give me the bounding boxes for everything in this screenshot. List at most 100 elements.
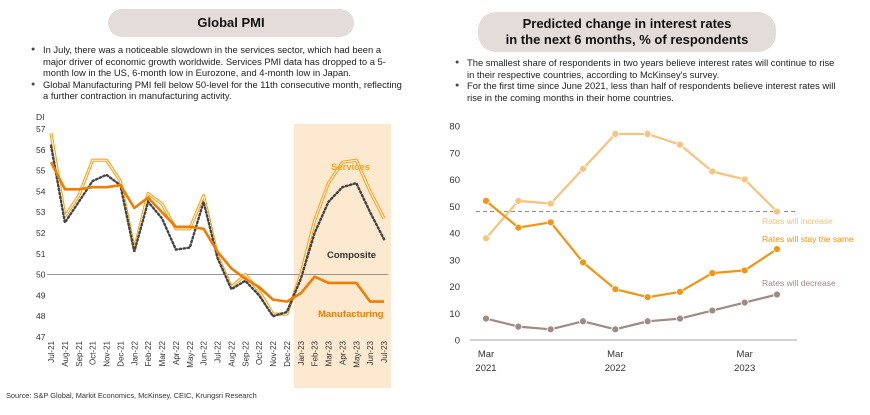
label-stay-same: Rates will stay the same: [762, 234, 854, 244]
x-tick-label: Jul-23: [380, 340, 389, 362]
series-composite-line: [49, 144, 386, 318]
x-tick-label: Jan-23: [297, 340, 306, 365]
pmi-chart: DI 47 48 49 50 51 52 53 54 55 56 57 Jul-21 Aug-21 Sep-…: [36, 112, 391, 388]
x-tick-label: Feb-23: [311, 340, 320, 366]
series-decrease-point: [773, 290, 781, 299]
right-title-line-1: Predicted change in interest rates: [522, 16, 732, 31]
label-composite: Composite: [327, 250, 376, 261]
series-increase-line: [485, 132, 778, 240]
x-tick-label: Oct-21: [89, 340, 98, 365]
right-notes: The smallest share of respondents in two…: [454, 57, 844, 103]
y-tick-label: 47: [36, 332, 46, 342]
x-tick-label: Aug-21: [61, 340, 70, 366]
x-tick-label: Jul-21: [47, 340, 56, 362]
left-chart-title: Global PMI: [108, 9, 354, 37]
y-tick-label: 54: [36, 186, 46, 196]
x-tick-label: Sep-21: [75, 340, 84, 366]
x-tick-label-year: 2023: [734, 363, 755, 374]
series-increase-point: [773, 207, 781, 216]
y-tick-label: 30: [449, 255, 460, 266]
series-stay-same-point: [708, 269, 717, 278]
series-decrease-point: [546, 325, 555, 334]
x-tick-label: Jul-22: [214, 340, 223, 362]
series-stay-same-point: [643, 293, 652, 302]
series-decrease-line: [485, 293, 778, 331]
x-tick-label: Mar-22: [158, 340, 167, 366]
series-stay-same-point: [546, 218, 555, 227]
right-note-2: For the first time since June 2021, less…: [454, 80, 844, 103]
right-chart-title: Predicted change in interest rates in th…: [478, 12, 776, 52]
x-tick-label: May-23: [352, 340, 361, 367]
series-increase-point: [579, 164, 587, 173]
y-tick-label: 20: [449, 282, 460, 293]
series-decrease-point: [643, 317, 652, 326]
source-note: Source: S&P Global, Markit Economics, Mc…: [6, 391, 257, 400]
x-tick-label: Dec-22: [283, 340, 292, 366]
y-tick-label: 52: [36, 228, 46, 238]
right-note-1: The smallest share of respondents in two…: [454, 57, 844, 80]
x-tick-label: Nov-21: [103, 340, 112, 366]
series-stay-same-point: [611, 285, 620, 294]
series-stay-same-point: [579, 258, 587, 267]
x-tick-label: Aug-22: [227, 340, 236, 366]
x-tick-label-month: Mar: [736, 349, 752, 360]
left-notes: In July, there was a noticeable slowdown…: [30, 44, 402, 102]
left-note-1: In July, there was a noticeable slowdown…: [30, 44, 402, 79]
x-tick-label: Mar-23: [325, 340, 334, 366]
x-tick-label: Apr-23: [338, 340, 347, 365]
label-services: Services: [331, 162, 370, 173]
x-tick-label: Nov-22: [269, 340, 278, 366]
x-tick-label: Jun-23: [366, 340, 375, 365]
y-tick-label: 51: [36, 249, 46, 259]
series-stay-same-point: [740, 266, 749, 275]
y-axis-label: DI: [36, 112, 45, 122]
series-decrease-point: [579, 317, 587, 326]
series-decrease-point: [676, 314, 684, 323]
y-tick-label: 57: [36, 124, 46, 134]
series-stay-same-point: [676, 287, 684, 296]
series-manufacturing-line: [49, 161, 384, 303]
y-tick-label: 10: [449, 309, 460, 320]
series-increase-point: [643, 130, 652, 138]
x-tick-label: Oct-22: [255, 340, 264, 365]
series-increase-point: [740, 175, 749, 184]
y-tick-label: 70: [449, 148, 460, 159]
series-decrease-point: [514, 322, 523, 331]
x-tick-label: Jan-22: [130, 340, 139, 365]
y-tick-label: 55: [36, 166, 46, 176]
rates-chart: 0 10 20 30 40 50 60 70 80 Mar 2021 Mar 2022 Mar 2023 Ra…: [449, 122, 853, 375]
series-decrease-point: [482, 314, 490, 323]
x-tick-label-year: 2021: [475, 363, 496, 374]
y-tick-label: 49: [36, 290, 46, 300]
y-tick-label: 80: [449, 122, 460, 133]
series-increase-point: [708, 167, 717, 176]
series-decrease-point: [708, 306, 717, 315]
series-increase-point: [482, 234, 490, 243]
series-increase-point: [676, 140, 684, 149]
series-stay-same-point: [773, 245, 781, 253]
y-tick-label: 50: [36, 270, 46, 280]
series-decrease-point: [740, 298, 749, 307]
x-tick-label: May-22: [186, 340, 195, 367]
series-increase-point: [546, 199, 555, 208]
label-manufacturing: Manufacturing: [318, 309, 384, 320]
series-stay-same-line: [485, 200, 778, 299]
y-tick-label: 40: [449, 229, 460, 240]
series-decrease-point: [611, 325, 620, 334]
series-stay-same-point: [482, 196, 490, 205]
left-note-2: Global Manufacturing PMI fell below 50-l…: [30, 79, 402, 102]
series-increase-point: [611, 130, 620, 138]
y-tick-label: 48: [36, 311, 46, 321]
highlight-band: [293, 124, 391, 388]
series-stay-same-point: [514, 223, 523, 232]
x-tick-label-year: 2022: [605, 363, 626, 374]
x-tick-label-month: Mar: [478, 349, 494, 360]
series-increase-point: [514, 196, 523, 205]
x-tick-label: Jun-22: [200, 340, 209, 365]
y-tick-label: 53: [36, 207, 46, 217]
y-tick-label: 56: [36, 145, 46, 155]
y-tick-label: 0: [455, 336, 460, 347]
right-title-line-2: in the next 6 months, % of respondents: [505, 32, 749, 47]
label-decrease: Rates will decrease: [762, 278, 836, 288]
